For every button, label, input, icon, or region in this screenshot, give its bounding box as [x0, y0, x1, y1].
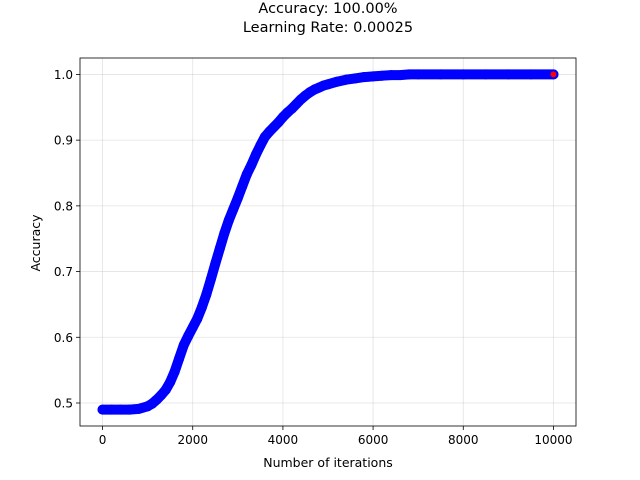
data-point [241, 169, 252, 180]
data-point [178, 340, 189, 351]
data-point [368, 71, 379, 82]
plot-frame [79, 57, 577, 427]
data-point [97, 404, 108, 415]
data-point [201, 289, 212, 300]
data-point [183, 330, 194, 341]
data-point [246, 160, 257, 171]
y-tick-label: 0.8 [54, 199, 73, 213]
data-point [480, 69, 491, 80]
data-point [232, 192, 243, 203]
y-tick-label: 0.6 [54, 331, 73, 345]
y-tick-label: 0.5 [54, 397, 73, 411]
data-point [359, 72, 370, 83]
data-point [106, 404, 117, 415]
data-point [503, 69, 514, 80]
x-tick-label: 6000 [358, 433, 389, 447]
x-tick-label: 10000 [534, 433, 572, 447]
data-point [250, 149, 261, 160]
x-tick-label: 0 [99, 433, 107, 447]
data-point [386, 70, 397, 81]
axis-ticks: 0 2000 4000 6000 8000 10000 0.5 0.6 0.7 0.8 0.9 1.0 [54, 68, 573, 447]
data-point [192, 313, 203, 324]
data-point [458, 69, 469, 80]
data-point [435, 69, 446, 80]
data-point [210, 258, 221, 269]
data-point [169, 366, 180, 377]
data-point [255, 140, 266, 151]
x-tick-label: 4000 [268, 433, 299, 447]
data-point [323, 79, 333, 90]
data-point [223, 215, 234, 226]
data-point [165, 376, 176, 387]
y-tick-label: 0.9 [54, 134, 73, 148]
data-point [214, 243, 225, 254]
chart-title: Accuracy: 100.00% [258, 1, 397, 17]
data-point [413, 69, 424, 80]
data-points [97, 69, 559, 415]
chart-subtitle: Learning Rate: 0.00025 [243, 20, 413, 36]
data-point [525, 69, 536, 80]
data-point [237, 181, 248, 192]
data-point [205, 274, 216, 285]
data-point [124, 404, 135, 415]
x-axis-label: Number of iterations [263, 455, 393, 470]
x-tick-label: 2000 [177, 433, 208, 447]
y-tick-label: 1.0 [54, 68, 73, 82]
data-point [174, 353, 185, 364]
data-point [377, 70, 388, 81]
y-axis-label: Accuracy [28, 214, 43, 272]
data-point [187, 322, 198, 333]
final-data-point [550, 71, 557, 78]
data-point [395, 70, 406, 81]
x-tick-label: 8000 [448, 433, 479, 447]
data-point [133, 403, 144, 414]
data-point [219, 228, 230, 239]
data-point [160, 384, 171, 395]
y-tick-label: 0.7 [54, 265, 73, 279]
data-point [115, 404, 126, 415]
data-point [196, 302, 207, 313]
data-point [332, 76, 343, 87]
data-point [350, 73, 361, 84]
data-point [228, 204, 239, 215]
data-point [341, 74, 352, 85]
data-point [404, 69, 415, 80]
